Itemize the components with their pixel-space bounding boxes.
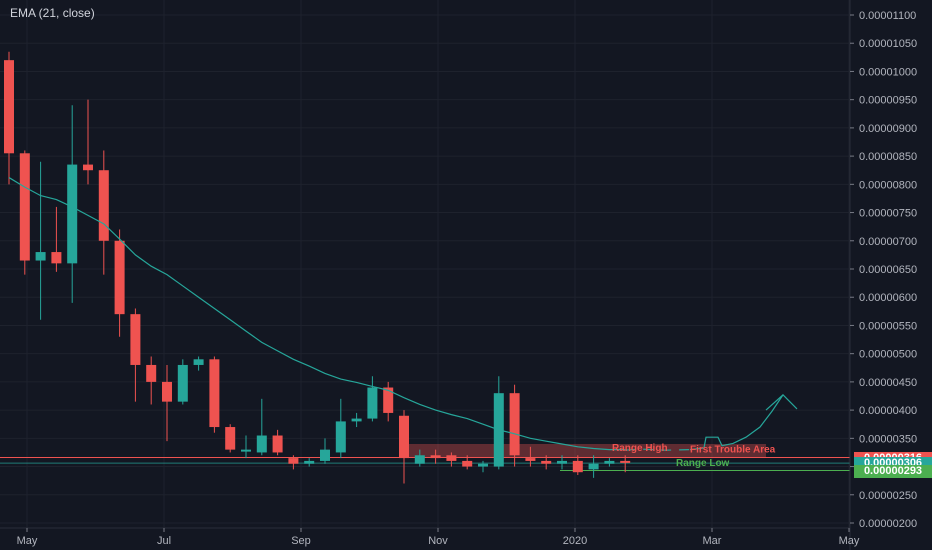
candle-body [256, 435, 267, 453]
time-tick-label: Nov [428, 535, 448, 547]
candle-body [241, 449, 251, 452]
annotations: Range High First Trouble Area Range Low [612, 443, 776, 469]
ema-dashed [625, 448, 691, 451]
candle-body [304, 460, 315, 464]
price-tick-label: 0.00000450 [859, 377, 917, 389]
price-tick-label: 0.00000650 [859, 264, 917, 276]
indicator-legend[interactable]: EMA (21, close) [10, 6, 95, 20]
time-tick-label: May [839, 535, 860, 547]
time-tick-label: May [17, 535, 38, 547]
price-tick-label: 0.00001000 [859, 66, 917, 78]
price-tick-label: 0.00000600 [859, 292, 917, 304]
candle-body [320, 449, 330, 461]
range-high-label: Range High [612, 443, 668, 454]
candle-body [604, 460, 615, 464]
candle-body [4, 60, 14, 154]
candle-body [462, 460, 473, 467]
price-tick-label: 0.00000200 [859, 518, 917, 530]
range-low-label: Range Low [676, 458, 730, 469]
candles [4, 51, 631, 484]
ema-line [8, 177, 691, 451]
candle-body [399, 415, 409, 459]
price-tick-label: 0.00001050 [859, 38, 917, 50]
candle-body [430, 455, 441, 459]
price-tick-label: 0.00000550 [859, 320, 917, 332]
price-tick-label: 0.00000400 [859, 405, 917, 417]
price-tick-label: 0.00000750 [859, 208, 917, 220]
candle-body [414, 455, 425, 464]
candle-body [288, 458, 299, 464]
candle-body [225, 427, 236, 450]
candle-body [130, 314, 141, 365]
candle-body [367, 387, 378, 419]
candle-body [67, 164, 78, 264]
candle-body [35, 252, 46, 261]
candle-body [509, 393, 520, 456]
price-tick-label: 0.00000250 [859, 490, 917, 502]
price-axis: 0.00001100 0.00001050 0.00001000 0.00000950… [849, 0, 917, 550]
time-tick-label: Jul [157, 535, 171, 547]
candle-body [209, 359, 220, 428]
candle-body [83, 164, 93, 171]
ema-series [8, 177, 626, 451]
candle-body [98, 170, 109, 241]
candle-body [557, 460, 567, 464]
grid [0, 0, 850, 528]
projection-arrowhead [765, 394, 798, 411]
candle-body [177, 364, 188, 402]
candle-body [351, 418, 362, 422]
time-tick-label: 2020 [563, 535, 587, 547]
candle-body [19, 153, 30, 261]
candle-body [541, 460, 552, 464]
candle-body [446, 455, 457, 461]
candle-body [335, 421, 346, 453]
time-tick-label: Mar [703, 535, 722, 547]
price-tick-label: 0.00000350 [859, 433, 917, 445]
candle-body [525, 458, 536, 461]
time-axis: May Jul Sep Nov 2020 Mar May [0, 527, 860, 547]
candle-body [193, 359, 204, 365]
candle-body [383, 387, 394, 413]
price-tick-label: 0.00001100 [859, 10, 916, 22]
price-tick-label: 0.00000800 [859, 179, 917, 191]
time-tick-label: Sep [291, 535, 311, 547]
candle-body [588, 463, 599, 470]
price-tick-label: 0.00000700 [859, 236, 917, 248]
price-tick-label: 0.00000950 [859, 95, 917, 107]
price-tick-label: 0.00000500 [859, 349, 917, 361]
candle-body [162, 381, 172, 402]
candle-body [620, 460, 631, 463]
candle-body [272, 435, 283, 453]
price-tick-label: 0.00000850 [859, 151, 917, 163]
price-tick-label: 0.00000900 [859, 123, 917, 135]
candle-body [114, 240, 125, 315]
candle-body [146, 364, 157, 382]
candle-body [478, 463, 488, 467]
projection-arrow [689, 394, 798, 451]
candle-body [572, 460, 583, 473]
projection-path [689, 394, 784, 451]
first-trouble-area-label: First Trouble Area [690, 445, 776, 456]
candle-body [51, 252, 62, 264]
price-level-tag: 0.00000293 [854, 464, 932, 478]
